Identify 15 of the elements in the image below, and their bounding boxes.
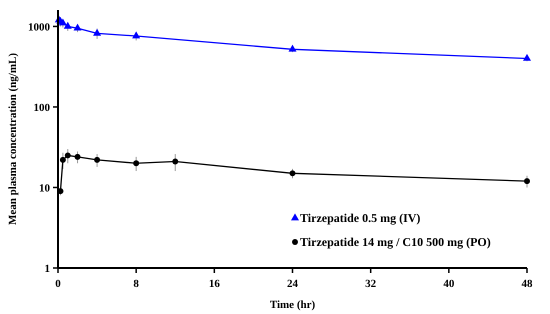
y-tick-label: 10 bbox=[39, 182, 50, 194]
y-tick-label: 100 bbox=[34, 102, 50, 114]
x-tick-label: 32 bbox=[365, 278, 377, 290]
x-axis-title: Time (hr) bbox=[270, 299, 316, 311]
x-tick-label: 40 bbox=[443, 278, 455, 290]
x-tick-label: 48 bbox=[522, 278, 533, 290]
y-tick-label: 1000 bbox=[28, 21, 50, 34]
x-tick-label: 24 bbox=[287, 278, 298, 290]
x-tick-label: 16 bbox=[208, 278, 220, 290]
legend-label: Tirzepatide 0.5 mg (IV) bbox=[300, 211, 420, 226]
legend-label: Tirzepatide 14 mg / C10 500 mg (PO) bbox=[300, 235, 491, 250]
x-tick-label: 8 bbox=[133, 278, 140, 290]
y-axis-title: Mean plasma concentration (ng/mL) bbox=[7, 52, 19, 226]
x-tick-label: 0 bbox=[55, 278, 62, 290]
y-tick-label: 1 bbox=[44, 262, 50, 275]
